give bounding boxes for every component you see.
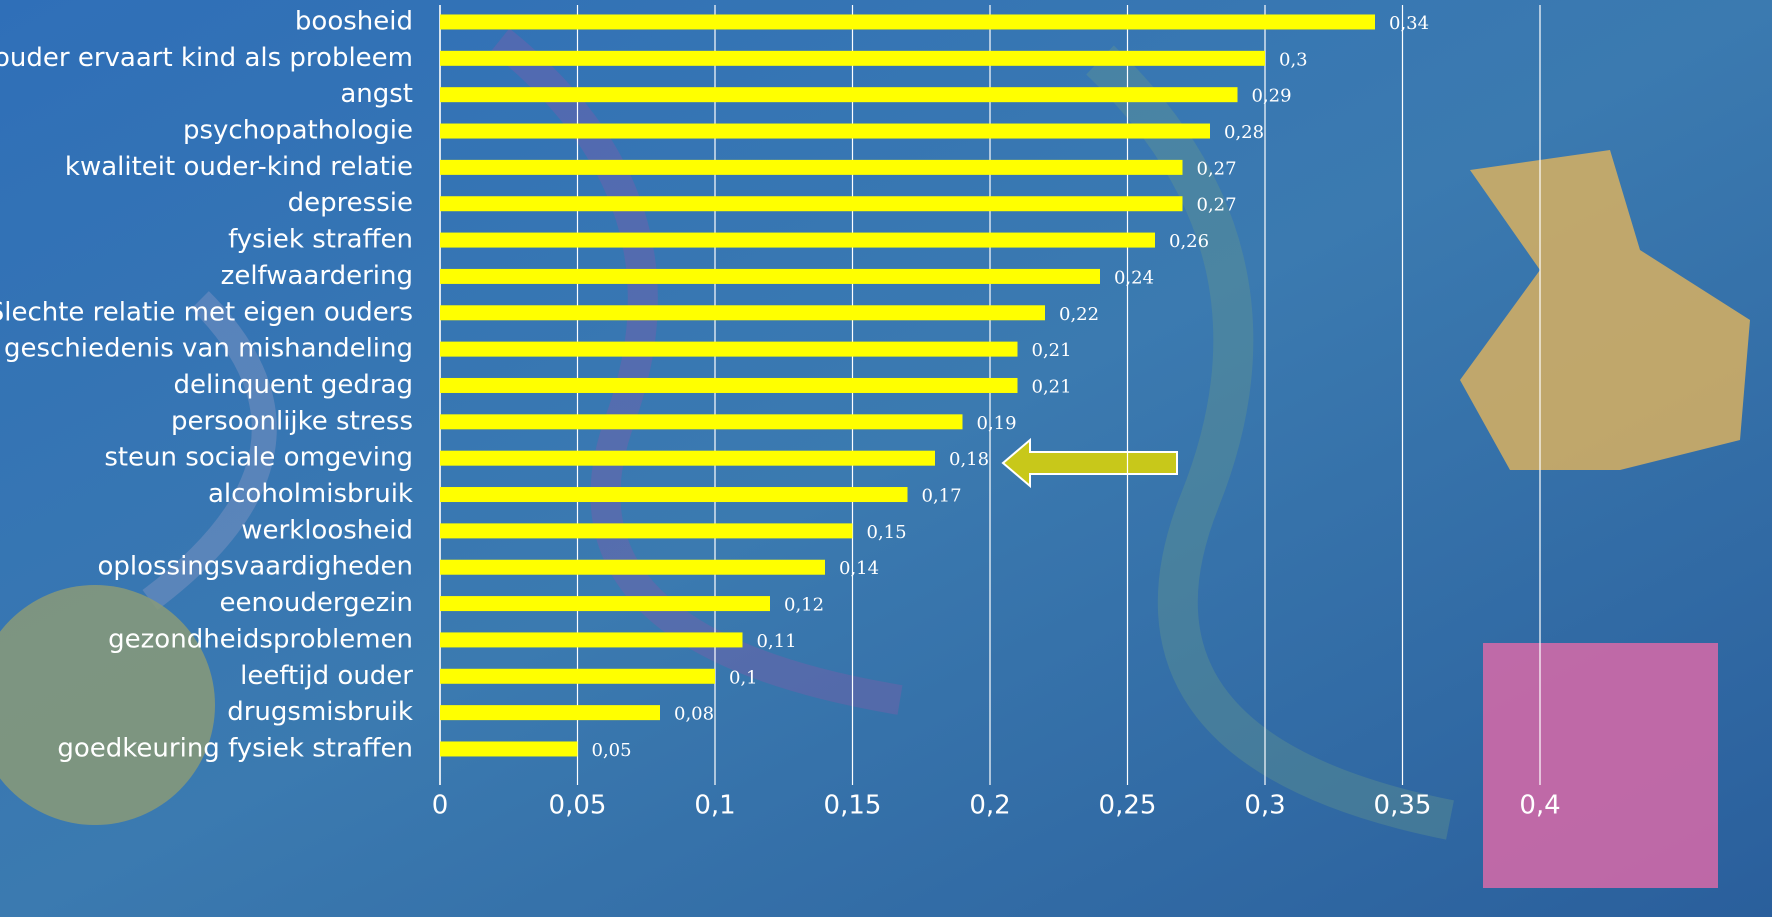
value-label: 0,1 (729, 667, 758, 688)
bar (440, 87, 1238, 103)
y-tick-label: fysiek straffen (228, 225, 413, 255)
x-tick-label: 0,15 (824, 791, 882, 821)
value-label: 0,19 (977, 413, 1017, 434)
arrow (1001, 437, 1178, 489)
y-tick-label: eenoudergezin (220, 588, 413, 618)
y-tick-label: depressie (288, 188, 413, 218)
y-tick-label: boosheid (295, 6, 413, 36)
bar (440, 268, 1100, 284)
bar (440, 341, 1018, 357)
y-tick-label: oplossingsvaardigheden (97, 552, 413, 582)
value-label: 0,34 (1389, 13, 1429, 34)
y-tick-label: leeftijd ouder (240, 661, 413, 691)
bar (440, 377, 1018, 393)
y-tick-label: delinquent gedrag (174, 370, 413, 400)
decoration-square (1483, 643, 1718, 888)
bar (440, 305, 1045, 321)
bar (440, 196, 1183, 212)
x-tick-label: 0,2 (969, 791, 1010, 821)
value-label: 0,15 (867, 522, 907, 543)
value-label: 0,28 (1224, 122, 1264, 143)
bar (440, 414, 963, 430)
value-label: 0,3 (1279, 49, 1308, 70)
bar (440, 596, 770, 612)
value-label: 0,24 (1114, 267, 1154, 288)
x-tick-label: 0,35 (1374, 791, 1432, 821)
y-tick-label: kwaliteit ouder-kind relatie (65, 152, 413, 182)
value-label: 0,11 (757, 631, 797, 652)
bar (440, 705, 660, 721)
bar (440, 159, 1183, 175)
value-label: 0,08 (674, 704, 714, 725)
bar (440, 14, 1375, 30)
y-tick-label: werkloosheid (241, 515, 413, 545)
value-label: 0,05 (592, 740, 632, 761)
x-tick-label: 0,4 (1519, 791, 1560, 821)
y-tick-label: alcoholmisbruik (208, 479, 413, 509)
value-label: 0,14 (839, 558, 879, 579)
bar (440, 450, 935, 466)
x-tick-label: 0 (432, 791, 449, 821)
bar (440, 559, 825, 575)
x-tick-label: 0,3 (1244, 791, 1285, 821)
x-tick-label: 0,05 (549, 791, 607, 821)
y-tick-label: steun sociale omgeving (104, 443, 413, 473)
bar (440, 668, 715, 684)
value-label: 0,27 (1197, 158, 1237, 179)
bar (440, 632, 743, 648)
value-label: 0,26 (1169, 231, 1209, 252)
value-label: 0,27 (1197, 195, 1237, 216)
y-tick-label: zelfwaardering (221, 261, 413, 291)
y-tick-label: drugsmisbruik (227, 697, 413, 727)
y-tick-label: psychopathologie (183, 116, 413, 146)
y-tick-label: ouder ervaart kind als probleem (0, 43, 413, 73)
y-tick-label: gezondheidsproblemen (108, 624, 413, 654)
value-label: 0,29 (1252, 86, 1292, 107)
x-tick-label: 0,1 (694, 791, 735, 821)
value-label: 0,17 (922, 486, 962, 507)
bar (440, 523, 853, 539)
bar (440, 741, 578, 757)
plot-area: 0 0,05 0,1 0,15 0,2 0,25 0,3 0,35 0,4 boosheid 0,3… (0, 5, 1561, 821)
value-label: 0,21 (1032, 376, 1072, 397)
x-tick-label: 0,25 (1099, 791, 1157, 821)
value-label: 0,21 (1032, 340, 1072, 361)
bar (440, 123, 1210, 139)
decoration-shape (1460, 150, 1750, 470)
value-label: 0,12 (784, 595, 824, 616)
bar (440, 487, 908, 503)
y-tick-label: goedkeuring fysiek straffen (57, 733, 413, 763)
y-tick-label: angst (340, 79, 413, 109)
y-tick-label: Slechte relatie met eigen ouders (0, 297, 413, 327)
decoration-circle (0, 585, 215, 825)
value-label: 0,18 (949, 449, 989, 470)
y-tick-label: persoonlijke stress (171, 406, 413, 436)
value-label: 0,22 (1059, 304, 1099, 325)
y-tick-label: geschiedenis van mishandeling (4, 334, 413, 364)
bar (440, 232, 1155, 248)
bar (440, 50, 1265, 66)
